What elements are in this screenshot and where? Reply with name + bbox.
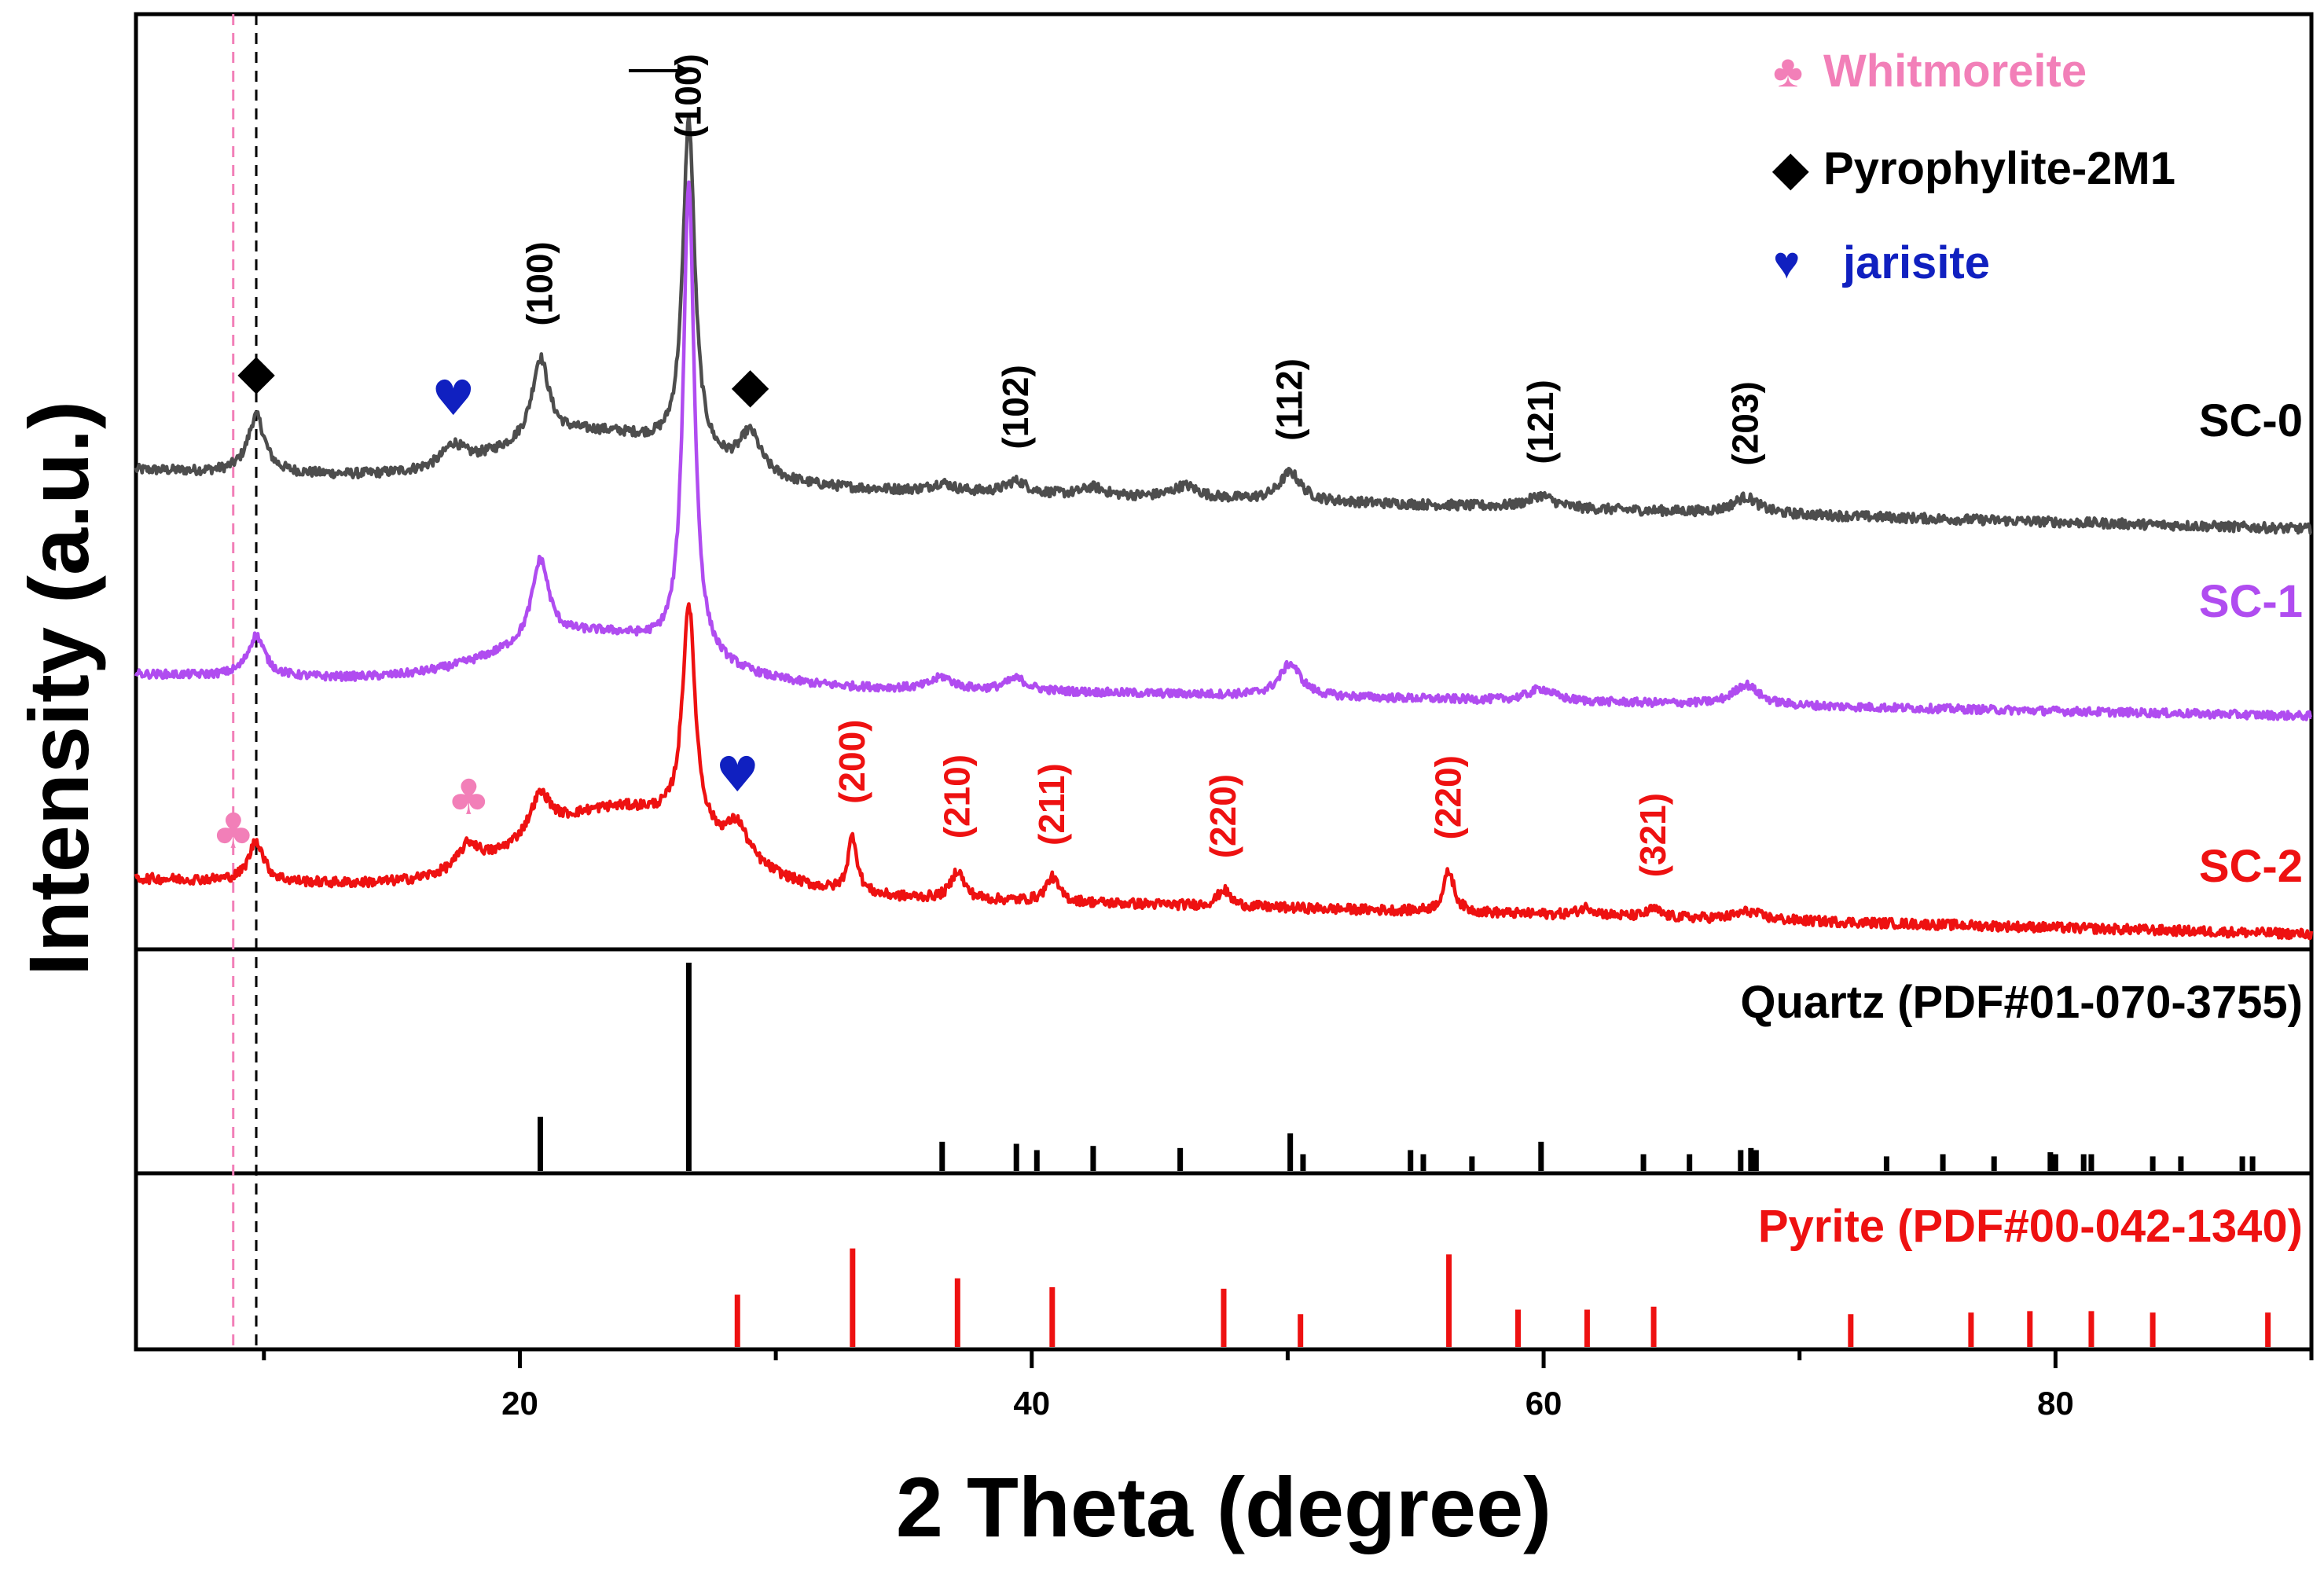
x-tick-label: 80 <box>2037 1385 2074 1422</box>
series-label-sc0: SC-0 <box>2199 395 2303 446</box>
legend-heart-icon: ♥ <box>1773 237 1800 288</box>
hkl-label: (220) <box>1202 774 1243 858</box>
xrd-patterns <box>134 113 2314 941</box>
pyrite-panel <box>134 1171 2314 1352</box>
hkl-label: (210) <box>936 754 977 839</box>
phase-markers: ◆ ♥ ◆ ♣ ♣ ♥ <box>211 343 769 860</box>
hkl-label: (200) <box>832 720 872 804</box>
diamond-icon: ◆ <box>237 343 275 400</box>
club-icon: ♣ <box>447 769 491 826</box>
x-tick-label: 40 <box>1013 1385 1050 1422</box>
dashed-reference-lines <box>232 14 258 1349</box>
legend-label-pyrophylite: Pyrophylite-2M1 <box>1823 143 2175 194</box>
reference-sticks <box>538 963 2271 1347</box>
legend-club-icon: ♣ <box>1773 46 1803 97</box>
legend-diamond-icon: ◆ <box>1771 143 1809 194</box>
series-line-sc-1 <box>134 180 2312 721</box>
hkl-label: (203) <box>1724 381 1765 465</box>
hkl-label: (100) <box>520 241 560 325</box>
x-axis: 20 40 60 80 <box>262 1349 2314 1422</box>
pyrite-label: Pyrite (PDF#00-042-1340) <box>1758 1201 2303 1252</box>
x-tick-label: 20 <box>501 1385 538 1422</box>
hkl-label: (112) <box>1269 358 1310 441</box>
x-tick-label: 60 <box>1525 1385 1562 1422</box>
hkl-label: (211) <box>1031 763 1072 846</box>
legend-label-jarisite: jarisite <box>1842 237 1990 288</box>
hkl-label: (321) <box>1632 793 1673 877</box>
series-line-sc-0 <box>134 113 2313 536</box>
club-icon: ♣ <box>211 802 255 860</box>
diamond-icon: ◆ <box>732 356 769 413</box>
y-axis-title: Intensity (a.u.) <box>11 401 106 976</box>
shift-arrow <box>629 64 692 78</box>
x-axis-title: 2 Theta (degree) <box>896 1459 1551 1554</box>
hkl-label: (100) <box>667 53 708 138</box>
hkl-label: (121) <box>1520 380 1561 464</box>
series-label-sc1: SC-1 <box>2199 576 2303 627</box>
legend-label-whitmoreite: Whitmoreite <box>1823 46 2087 97</box>
hkl-annotations: (100) (100) (102) (112) (121) (203) (200) (210)… <box>520 53 1766 877</box>
series-label-sc2: SC-2 <box>2199 841 2303 892</box>
legend: ♣ Whitmoreite ◆ Pyrophylite-2M1 ♥ jarisi… <box>1771 46 2175 288</box>
heart-icon: ♥ <box>431 369 475 427</box>
quartz-label: Quartz (PDF#01-070-3755) <box>1740 977 2303 1028</box>
hkl-label: (102) <box>995 365 1036 449</box>
series-line-sc-2 <box>134 602 2314 941</box>
hkl-label: (220) <box>1428 755 1469 839</box>
heart-icon: ♥ <box>715 746 759 803</box>
